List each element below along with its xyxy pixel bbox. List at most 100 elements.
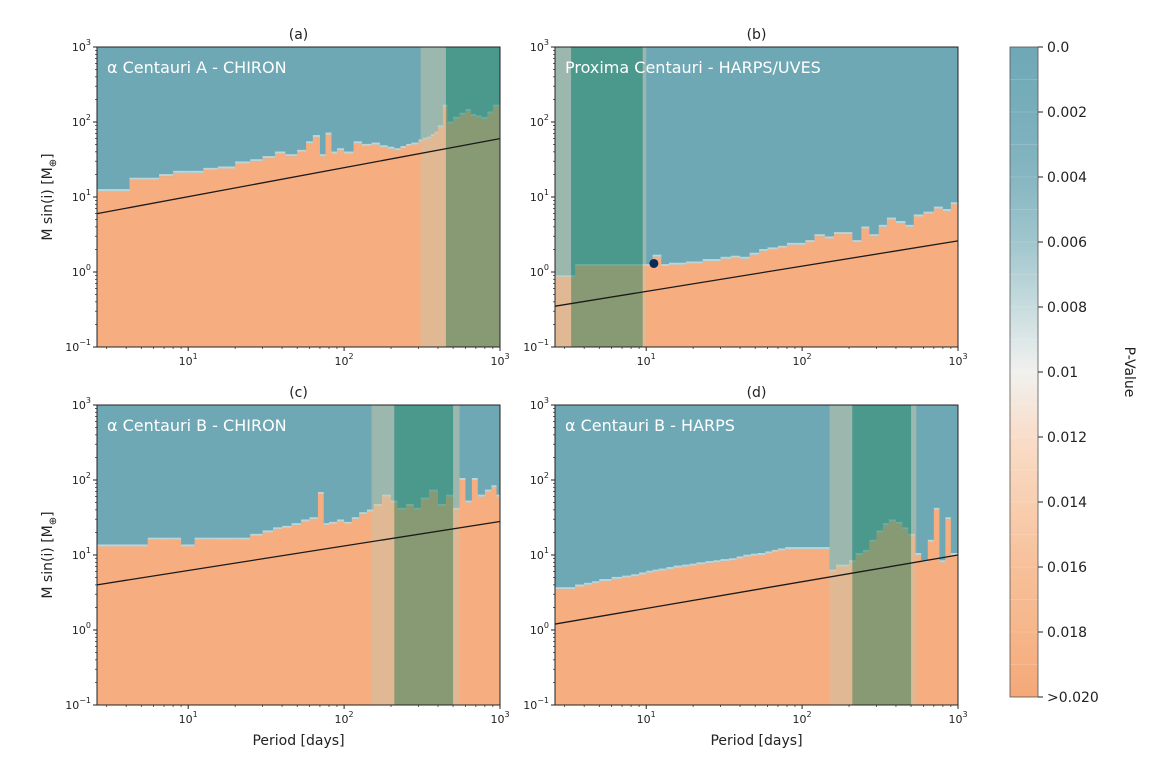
threshold-edge [805, 547, 815, 550]
x-tick-label: 101 [637, 352, 656, 368]
threshold-edge [262, 530, 274, 533]
colorbar-tick-label: 0.002 [1047, 105, 1087, 121]
threshold-edge [736, 556, 744, 559]
x-tick-label: 102 [335, 710, 354, 726]
threshold-edge [713, 560, 721, 563]
band-light [371, 405, 395, 705]
threshold-edge [673, 565, 683, 568]
threshold-edge [796, 242, 806, 245]
threshold-edge [852, 240, 862, 243]
threshold-edge [575, 584, 585, 587]
band-light [555, 47, 572, 347]
y-tick-label: 103 [72, 38, 91, 54]
threshold-edge [720, 256, 732, 259]
threshold-edge [418, 139, 423, 142]
colorbar-tick-label: 0.004 [1047, 170, 1087, 186]
threshold-edge [652, 254, 662, 257]
band-light [911, 405, 917, 705]
threshold-edge [639, 572, 647, 575]
y-axis-label: M sin(i) [M⊕] [40, 153, 59, 240]
band-light [453, 405, 460, 705]
threshold-edge [942, 209, 951, 212]
threshold-edge [274, 151, 286, 154]
threshold-edge [824, 236, 834, 239]
threshold-edge [605, 579, 612, 582]
threshold-edge [361, 143, 372, 146]
colorbar-label: P-Value [1121, 347, 1137, 398]
threshold-edge [159, 537, 169, 540]
colorbar-tick-label: 0.014 [1047, 495, 1087, 511]
threshold-edge [841, 232, 853, 235]
threshold-edge [250, 533, 263, 536]
threshold-edge [913, 214, 924, 217]
threshold-edge [371, 142, 381, 145]
panel-c: α Centauri B - CHIRON(c) 10−1 100 101 102 103… [40, 385, 510, 749]
colorbar-rect [1009, 46, 1039, 698]
threshold-edge [344, 521, 352, 524]
threshold-edge [459, 478, 466, 480]
threshold-edge [814, 547, 823, 550]
threshold-edge [491, 485, 497, 488]
threshold-edge [765, 551, 772, 554]
threshold-edge [250, 159, 263, 162]
threshold-edge [159, 174, 174, 177]
threshold-edge [168, 537, 182, 540]
threshold-edge [394, 148, 401, 151]
colorbar-tick-label: 0.0 [1047, 40, 1069, 56]
threshold-edge [273, 527, 283, 530]
threshold-edge [353, 141, 362, 144]
y-tick-label: 102 [530, 471, 549, 487]
threshold-edge [366, 509, 374, 512]
panel-b: Proxima Centauri - HARPS/UVES (b) 10−1 100 1… [523, 27, 967, 368]
threshold-edge [564, 587, 576, 590]
threshold-edge [905, 224, 914, 227]
threshold-edge [729, 558, 737, 561]
trend-line [555, 240, 958, 307]
threshold-edge [228, 537, 239, 540]
threshold-edge [668, 262, 679, 265]
threshold-edge [312, 135, 320, 138]
y-tick-label: 102 [72, 113, 91, 129]
threshold-edge [471, 478, 478, 480]
threshold-edge [771, 549, 778, 552]
panel-title: (a) [289, 27, 309, 43]
threshold-edge [689, 563, 697, 566]
threshold-edge [282, 525, 292, 528]
x-tick-label: 103 [490, 352, 509, 368]
threshold-edge [786, 242, 797, 245]
threshold-edge [749, 252, 760, 255]
threshold-edge [950, 553, 958, 555]
threshold-edge [194, 537, 206, 540]
x-axis-label: Period [days] [710, 733, 802, 749]
threshold-edge [297, 149, 307, 152]
threshold-edge [406, 143, 412, 146]
threshold-edge [344, 151, 354, 154]
threshold-edge [111, 189, 130, 192]
threshold-edge [743, 554, 751, 557]
threshold-edge [886, 217, 896, 220]
x-tick-label: 102 [335, 352, 354, 368]
band-dark [445, 47, 500, 347]
threshold-edge [325, 132, 332, 135]
threshold-edge [757, 553, 766, 555]
panel-annotation: Proxima Centauri - HARPS/UVES [565, 58, 821, 77]
threshold-edge [923, 211, 934, 214]
threshold-edge [861, 226, 870, 229]
plot-area [555, 405, 958, 705]
y-tick-label: 10−1 [523, 696, 549, 712]
threshold-edge [97, 189, 112, 192]
threshold-edge [933, 206, 943, 209]
x-tick-label: 101 [179, 352, 198, 368]
threshold-edge [777, 548, 786, 551]
panel-annotation: α Centauri A - CHIRON [107, 58, 287, 77]
threshold-edge [631, 574, 640, 577]
threshold-edge [331, 151, 337, 154]
y-tick-label: 100 [72, 621, 91, 637]
band-dark [852, 405, 912, 705]
threshold-edge [328, 521, 337, 524]
y-tick-label: 101 [530, 188, 549, 204]
threshold-edge [702, 259, 711, 262]
threshold-edge [750, 553, 758, 556]
plot-area [97, 47, 500, 347]
band-light [642, 47, 647, 347]
